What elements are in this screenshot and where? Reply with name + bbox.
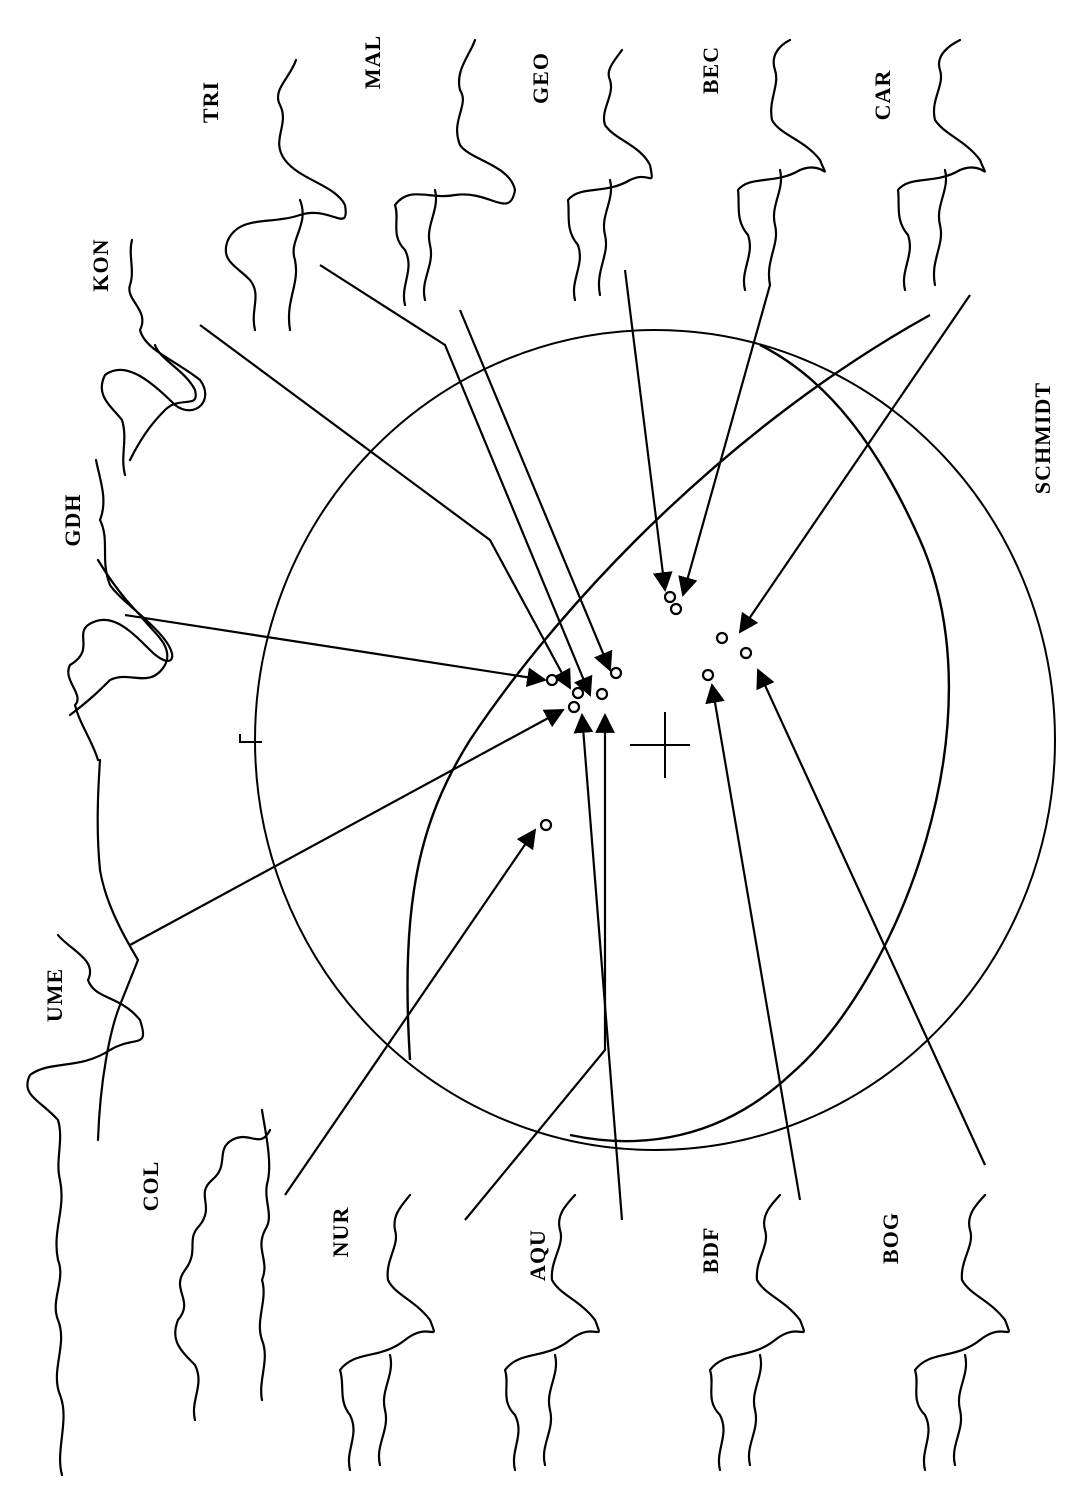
point-bog — [739, 646, 753, 660]
arrow-col — [284, 828, 537, 1196]
label-nur: NUR — [328, 1207, 353, 1258]
north-tick — [239, 734, 262, 743]
point-mal — [609, 666, 623, 680]
label-gdh: GDH — [60, 493, 85, 546]
arrow-aqu — [573, 713, 624, 1221]
trace-bdf — [708, 1193, 805, 1472]
point-tri — [595, 687, 609, 701]
point-col — [539, 818, 553, 832]
trace-gdh — [67, 458, 174, 762]
trace-ume — [26, 758, 145, 1477]
arrow-geo — [623, 269, 673, 592]
arrow-bog — [756, 668, 986, 1166]
point-gdh — [545, 673, 559, 687]
arrow-car — [738, 294, 971, 634]
label-mal: MAL — [360, 35, 385, 89]
polarity-points — [539, 590, 753, 832]
label-bog: BOG — [878, 1212, 903, 1264]
schmidt-net — [239, 313, 1056, 1151]
label-ume: UME — [42, 968, 67, 1022]
label-aqu: AQU — [525, 1229, 550, 1281]
net-circle — [254, 329, 1056, 1151]
arrow-mal — [458, 309, 613, 672]
label-kon: KON — [88, 238, 113, 291]
label-schmidt: SCHMIDT — [1030, 382, 1055, 494]
label-tri: TRI — [198, 81, 223, 123]
trace-kon — [100, 238, 207, 477]
seismogram-traces — [26, 38, 1010, 1477]
trace-bec — [736, 38, 826, 292]
trace-mal — [393, 38, 517, 307]
label-car: CAR — [870, 70, 895, 121]
point-ume — [567, 700, 581, 714]
trace-bog — [913, 1193, 1010, 1472]
nodal-plane-2 — [569, 343, 951, 1143]
point-car — [715, 631, 729, 645]
trace-geo — [566, 48, 653, 302]
point-bec — [669, 602, 683, 616]
trace-car — [896, 38, 986, 292]
arrow-bec — [678, 284, 772, 597]
point-kon — [571, 686, 585, 700]
arrow-tri — [319, 264, 593, 697]
trace-nur — [338, 1193, 435, 1472]
arrow-kon — [199, 324, 571, 690]
label-geo: GEO — [528, 52, 553, 104]
station-arrows — [124, 264, 986, 1221]
point-geo — [663, 590, 677, 604]
trace-tri — [224, 58, 347, 332]
nodal-plane-1 — [406, 313, 931, 1061]
label-bec: BEC — [698, 46, 723, 94]
label-bdf: BDF — [698, 1227, 723, 1274]
arrow-ume — [129, 709, 565, 946]
point-bdf — [701, 668, 715, 682]
trace-aqu — [503, 1193, 600, 1472]
station-labels: UME GDH KON TRI MAL GEO BEC CAR COL NUR … — [42, 35, 1055, 1281]
label-col: COL — [138, 1161, 163, 1212]
trace-col — [174, 1108, 272, 1422]
arrow-gdh — [124, 613, 547, 688]
arrow-bdf — [705, 683, 802, 1201]
arrow-nur — [464, 713, 615, 1221]
